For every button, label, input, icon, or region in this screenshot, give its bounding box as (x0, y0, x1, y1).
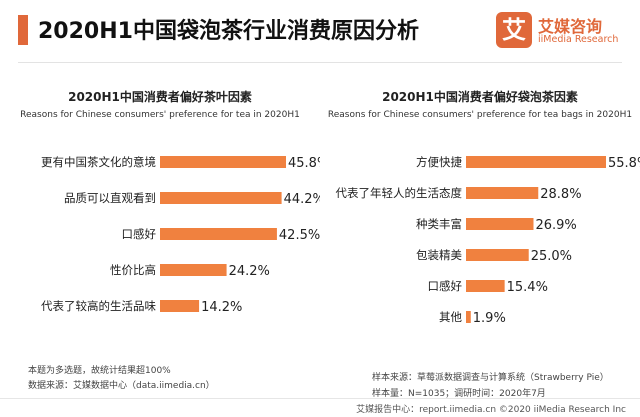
bar (160, 228, 277, 240)
value-label: 26.9% (535, 218, 576, 233)
bar (466, 311, 471, 323)
category-label: 代表了年轻人的生活态度 (336, 186, 463, 200)
value-label: 44.2% (284, 192, 320, 207)
bar (160, 192, 282, 204)
header: 2020H1中国袋泡茶行业消费原因分析 艾 艾媒咨询 iiMedia Resea… (0, 0, 640, 66)
bar (466, 187, 539, 199)
category-label: 口感好 (122, 227, 157, 241)
category-label: 其他 (439, 310, 462, 324)
chart-title: 2020H1中国消费者偏好茶叶因素 (68, 90, 252, 104)
category-label: 口感好 (428, 279, 463, 293)
bar (466, 218, 534, 230)
category-label: 代表了较高的生活品味 (41, 299, 156, 313)
chart-right: 2020H1中国消费者偏好袋泡茶因素 Reasons for Chinese c… (320, 88, 640, 328)
value-label: 24.2% (229, 264, 270, 279)
footer-text: 艾媒报告中心：report.iimedia.cn ©2020 iiMedia R… (356, 405, 626, 415)
value-label: 15.4% (507, 280, 548, 295)
note-sample-size: 样本量：N=1035；调研时间：2020年7月 (372, 389, 546, 399)
note-data-source: 数据来源：艾媒数据中心（data.iimedia.cn） (28, 381, 215, 391)
bar (466, 249, 529, 261)
header-divider (18, 62, 622, 63)
bar-chart-left: 更有中国茶文化的意境 45.8% 品质可以直观看到 44.2% 口感好 42.5% 性价比高… (41, 155, 320, 315)
category-label: 品质可以直观看到 (64, 191, 156, 205)
category-label: 更有中国茶文化的意境 (41, 155, 156, 169)
value-label: 42.5% (279, 228, 320, 243)
chart-subtitle: Reasons for Chinese consumers' preferenc… (20, 110, 300, 120)
notes-right: 样本来源：草莓派数据调查与计算系统（Strawberry Pie） 样本量：N=… (372, 370, 609, 402)
bar (160, 300, 200, 312)
value-label: 55.8% (608, 156, 640, 171)
bar-chart-right: 方便快捷 55.8% 代表了年轻人的生活态度 28.8% 种类丰富 26.9% 包装精美 25… (336, 155, 640, 326)
bar (160, 264, 227, 276)
chart-subtitle: Reasons for Chinese consumers' preferenc… (327, 110, 633, 120)
bar (466, 280, 505, 292)
value-label: 45.8% (288, 156, 320, 171)
bar (466, 156, 606, 168)
logo-icon: 艾 (496, 12, 532, 48)
value-label: 14.2% (201, 300, 242, 315)
brand-logo: 艾 艾媒咨询 iiMedia Research (496, 12, 626, 52)
note-multiple-choice: 本题为多选题，故统计结果超100% (28, 366, 171, 376)
title-accent-bar (18, 15, 28, 45)
bar (160, 156, 286, 168)
chart-left: 2020H1中国消费者偏好茶叶因素 Reasons for Chinese co… (0, 88, 320, 328)
value-label: 1.9% (473, 311, 506, 326)
value-label: 28.8% (540, 187, 581, 202)
logo-text-en: iiMedia Research (538, 34, 619, 45)
footer: 艾媒报告中心：report.iimedia.cn ©2020 iiMedia R… (0, 398, 640, 417)
notes-left: 本题为多选题，故统计结果超100% 数据来源：艾媒数据中心（data.iimed… (28, 364, 215, 394)
value-label: 25.0% (531, 249, 572, 264)
category-label: 包装精美 (416, 248, 462, 262)
logo-text-cn: 艾媒咨询 (538, 17, 603, 36)
chart-title: 2020H1中国消费者偏好袋泡茶因素 (382, 90, 578, 104)
note-sample-source: 样本来源：草莓派数据调查与计算系统（Strawberry Pie） (372, 373, 609, 383)
page-title: 2020H1中国袋泡茶行业消费原因分析 (38, 19, 419, 44)
category-label: 方便快捷 (416, 155, 462, 169)
category-label: 种类丰富 (416, 217, 462, 231)
category-label: 性价比高 (110, 263, 156, 277)
